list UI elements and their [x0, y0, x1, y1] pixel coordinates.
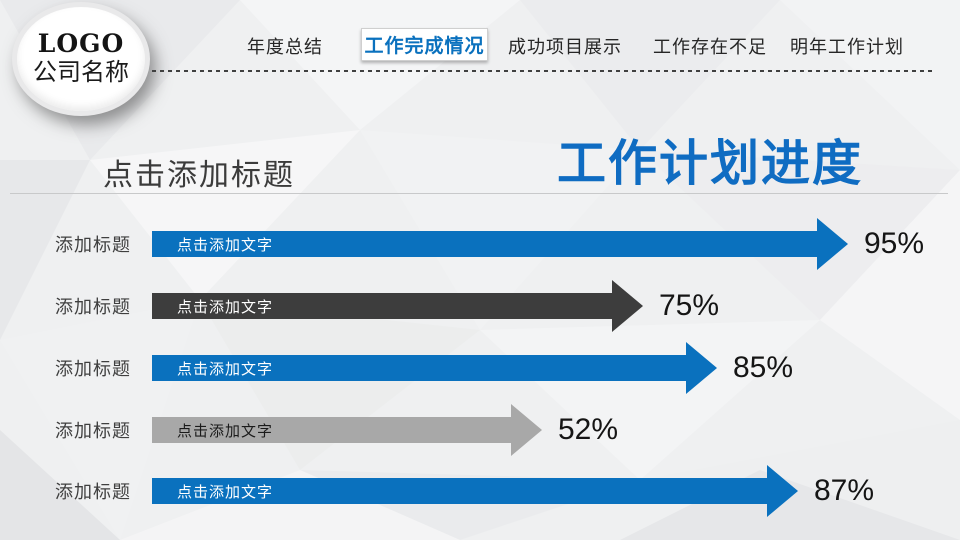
arrow-bar-text: 点击添加文字 — [177, 483, 274, 501]
row-category-label: 添加标题 — [55, 297, 131, 317]
arrow-head — [817, 218, 848, 270]
row-category-label: 添加标题 — [55, 482, 131, 502]
arrow-head — [767, 465, 798, 517]
nav-tab-work-shortcomings[interactable]: 工作存在不足 — [653, 37, 767, 57]
arrow-bar-text: 点击添加文字 — [177, 236, 274, 254]
nav-tab-successful-projects[interactable]: 成功项目展示 — [508, 37, 622, 57]
chart-row: 添加标题 点击添加文字 52% — [0, 403, 960, 457]
nav-tab-work-completion-active[interactable]: 工作完成情况 — [361, 28, 488, 61]
value-label: 52% — [558, 413, 619, 446]
nav-tab-next-year-plan[interactable]: 明年工作计划 — [790, 37, 904, 57]
row-category-label: 添加标题 — [55, 421, 131, 441]
chart-row: 添加标题 点击添加文字 95% — [0, 217, 960, 271]
value-label: 85% — [733, 351, 794, 384]
chart-row: 添加标题 点击添加文字 85% — [0, 341, 960, 395]
value-label: 87% — [814, 474, 875, 507]
chart-row: 添加标题 点击添加文字 87% — [0, 464, 960, 518]
arrow-bar-text: 点击添加文字 — [177, 360, 274, 378]
arrow-bar-body[interactable]: 点击添加文字 — [152, 478, 767, 504]
arrow-bar-text: 点击添加文字 — [177, 422, 274, 440]
title-divider-line — [10, 193, 948, 194]
arrow-head — [686, 342, 717, 394]
arrow-head — [612, 280, 643, 332]
row-category-label: 添加标题 — [55, 359, 131, 379]
nav-dashed-divider — [152, 70, 933, 72]
arrow-bar-text: 点击添加文字 — [177, 298, 274, 316]
page-title: 工作计划进度 — [557, 137, 864, 191]
arrow-head — [511, 404, 542, 456]
arrow-bar-body[interactable]: 点击添加文字 — [152, 293, 612, 319]
value-label: 75% — [659, 289, 720, 322]
company-name: 公司名称 — [33, 59, 129, 87]
placeholder-title[interactable]: 点击添加标题 — [103, 159, 295, 192]
arrow-bar-body[interactable]: 点击添加文字 — [152, 355, 686, 381]
value-label: 95% — [864, 227, 925, 260]
row-category-label: 添加标题 — [55, 235, 131, 255]
chart-row: 添加标题 点击添加文字 75% — [0, 279, 960, 333]
arrow-bar-body[interactable]: 点击添加文字 — [152, 231, 817, 257]
nav-tab-annual-summary[interactable]: 年度总结 — [247, 37, 323, 57]
company-logo-badge: LOGO 公司名称 — [12, 2, 150, 116]
arrow-bar-body[interactable]: 点击添加文字 — [152, 417, 511, 443]
logo-text: LOGO — [37, 28, 125, 58]
